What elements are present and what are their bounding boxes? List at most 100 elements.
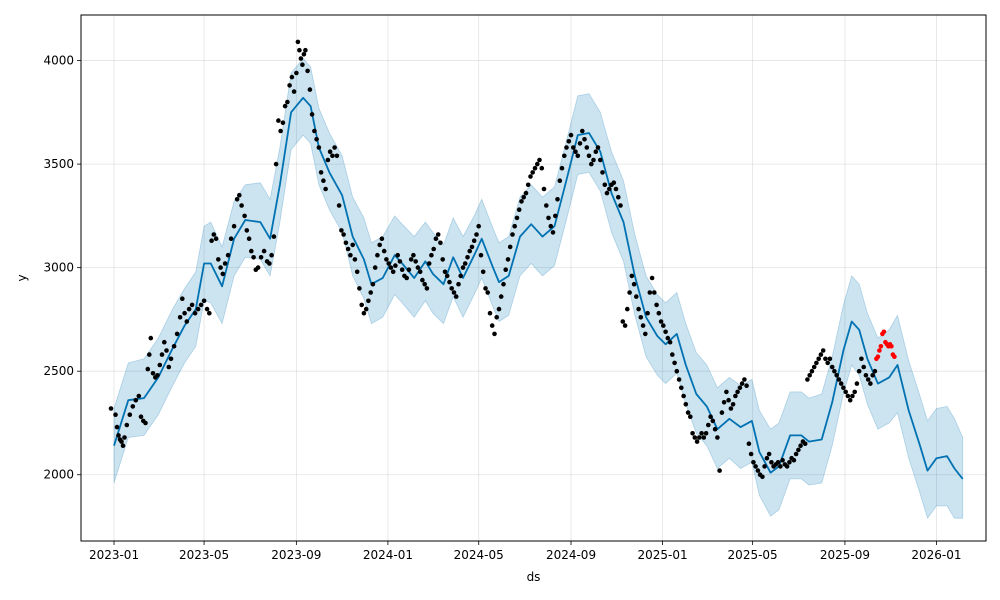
observed-point <box>629 273 635 279</box>
observed-point <box>667 339 673 345</box>
observed-point <box>519 199 524 204</box>
x-tick-label: 2024-05 <box>454 548 504 562</box>
observed-point <box>234 197 240 202</box>
observed-point <box>658 319 664 324</box>
observed-point <box>548 223 554 229</box>
observed-point <box>571 145 576 150</box>
observed-point <box>476 223 482 229</box>
observed-point <box>438 240 443 246</box>
observed-point <box>764 455 770 461</box>
observed-point <box>269 252 274 258</box>
observed-point <box>404 275 410 281</box>
observed-point <box>492 331 497 337</box>
observed-point <box>516 207 522 212</box>
observed-point <box>733 393 738 399</box>
observed-point <box>305 68 310 74</box>
observed-point <box>301 52 307 57</box>
observed-point <box>225 252 231 258</box>
observed-point <box>818 352 824 357</box>
observed-point <box>261 248 267 254</box>
observed-point <box>694 439 700 444</box>
observed-point <box>510 232 515 237</box>
plot-area-frame <box>80 14 987 542</box>
observed-point <box>622 323 628 328</box>
observed-point <box>775 460 781 465</box>
observed-point <box>654 302 659 308</box>
observed-point <box>483 286 488 291</box>
observed-point <box>150 371 156 376</box>
observed-point <box>496 306 502 312</box>
observed-point <box>553 213 558 219</box>
observed-point <box>564 145 569 150</box>
observed-point <box>661 323 666 328</box>
observed-point <box>613 186 619 192</box>
observed-point <box>843 389 848 395</box>
observed-point <box>415 265 421 270</box>
observed-point <box>271 234 277 239</box>
observed-point <box>811 364 817 370</box>
observed-point <box>710 418 716 424</box>
observed-point <box>724 389 729 395</box>
observed-point <box>471 238 477 243</box>
observed-point <box>595 145 601 150</box>
uncertainty-band <box>113 57 964 520</box>
observed-point <box>539 165 545 171</box>
observed-point <box>645 310 650 316</box>
x-tick-label: 2025-09 <box>820 548 870 562</box>
observed-point <box>440 257 446 262</box>
observed-point <box>525 182 531 188</box>
observed-point <box>832 368 837 374</box>
observed-point <box>330 153 335 159</box>
observed-point <box>557 178 563 183</box>
observed-point <box>762 464 767 469</box>
observed-point <box>384 257 389 262</box>
observed-point <box>838 381 844 386</box>
observed-point <box>809 368 815 374</box>
observed-point <box>420 277 425 283</box>
y-axis-label: y <box>15 274 29 281</box>
observed-point <box>359 302 365 308</box>
observed-point <box>568 132 574 138</box>
observed-point <box>370 281 376 287</box>
y-tick-label: 3000 <box>43 261 74 275</box>
observed-point <box>501 281 506 287</box>
observed-point <box>631 281 637 287</box>
observed-point <box>228 236 234 241</box>
observed-point <box>544 203 549 208</box>
observed-point <box>805 377 810 382</box>
observed-point <box>280 120 286 125</box>
observed-point <box>323 186 328 192</box>
observed-point <box>859 356 864 362</box>
observed-point <box>155 373 160 378</box>
observed-point <box>276 118 281 123</box>
observed-point <box>670 352 675 357</box>
observed-point <box>712 426 718 432</box>
observed-point <box>850 393 855 399</box>
observed-point <box>577 141 583 146</box>
observed-point <box>746 441 752 447</box>
observed-point <box>598 157 603 163</box>
observed-point <box>478 252 484 258</box>
x-axis: 2023-01 2023-05 2023-09 2024-01 2024-05 2024-… <box>89 541 962 562</box>
observed-point <box>114 424 120 430</box>
observed-point <box>591 157 596 163</box>
new-observed-point <box>889 344 894 349</box>
observed-point <box>719 410 725 415</box>
observed-point <box>827 356 833 362</box>
observed-point <box>201 298 207 304</box>
observed-point <box>321 178 326 183</box>
observed-point <box>611 180 617 185</box>
observed-point <box>451 290 457 295</box>
observed-point <box>528 174 533 179</box>
observed-point <box>453 294 459 299</box>
observed-point <box>363 306 369 312</box>
observed-point <box>307 87 313 92</box>
observed-point <box>341 232 346 237</box>
observed-point <box>291 89 297 94</box>
observed-point <box>377 242 383 248</box>
observed-point <box>807 373 812 378</box>
observed-point <box>489 323 495 328</box>
observed-point <box>180 296 185 302</box>
observed-point <box>222 261 228 266</box>
observed-point <box>198 302 204 308</box>
